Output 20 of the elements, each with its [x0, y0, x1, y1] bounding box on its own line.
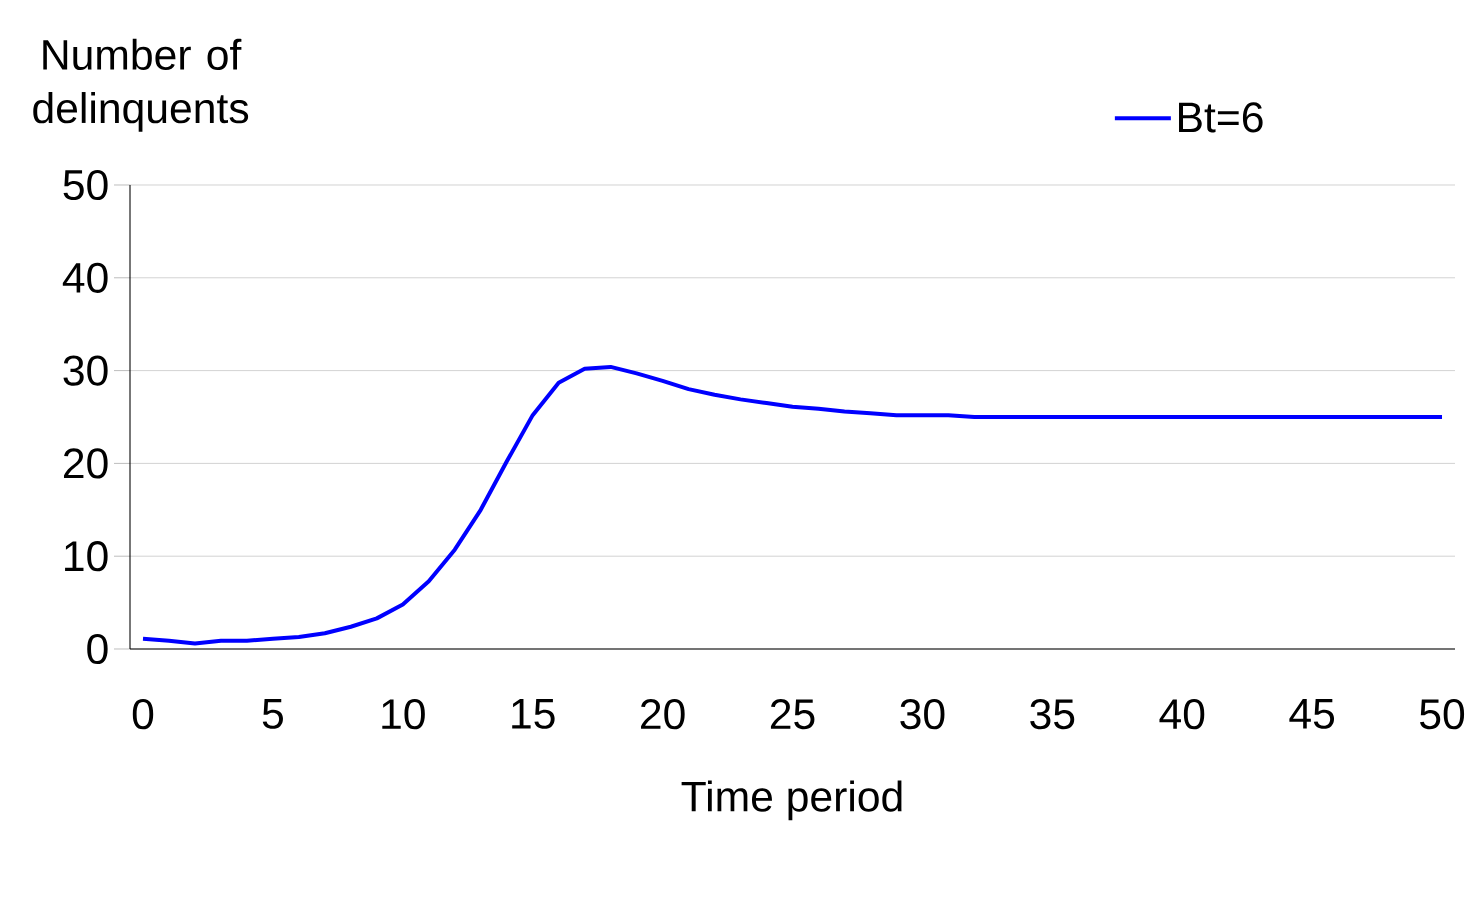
y-tick-label: 10 — [65, 541, 108, 572]
y-tick-label: 30 — [63, 355, 108, 386]
x-tick-label: 0 — [132, 699, 154, 730]
legend-label: Bt=6 — [1179, 102, 1263, 133]
x-tick-label: 15 — [512, 699, 555, 729]
x-tick-label: 40 — [1159, 699, 1205, 730]
y-tick-label: 20 — [63, 448, 108, 479]
x-tick-label: 50 — [1420, 699, 1465, 730]
x-tick-label: 25 — [770, 699, 815, 730]
y-tick-label: 50 — [63, 169, 108, 201]
y-axis-title: Number of delinquents — [33, 38, 249, 132]
x-tick-label: 10 — [382, 699, 425, 730]
y-tick-label: 0 — [87, 633, 108, 665]
y-tick-label: 40 — [62, 262, 108, 293]
x-tick-label: 35 — [1030, 699, 1075, 730]
x-tick-label: 5 — [262, 699, 283, 729]
x-axis-title: Time period — [681, 780, 902, 821]
x-tick-label: 45 — [1289, 699, 1335, 729]
x-tick-label: 20 — [641, 699, 685, 730]
x-tick-label: 30 — [900, 699, 945, 730]
